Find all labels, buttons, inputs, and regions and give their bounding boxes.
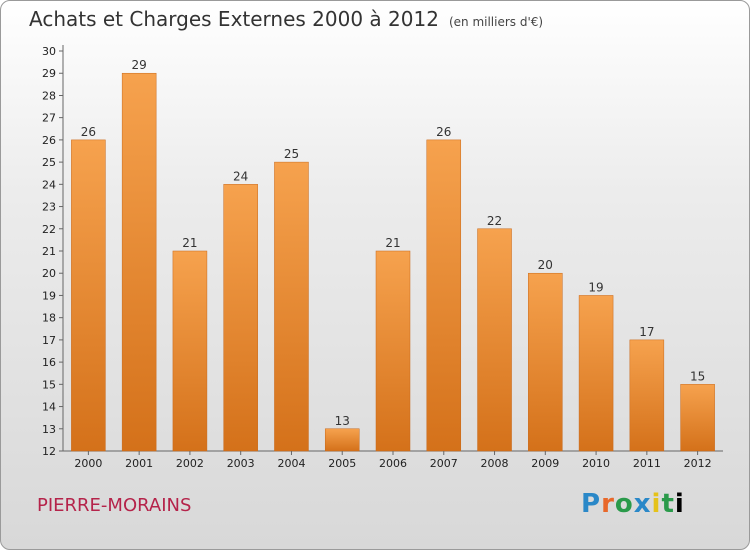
- x-axis-labels: 2000 2001 2002 2003 2004 2005 2006 2007 2008 2009…: [74, 451, 712, 470]
- y-tick-label: 26: [42, 134, 56, 147]
- x-tick-label-2005: 2005: [328, 457, 356, 470]
- chart-title-text: Achats et Charges Externes 2000 à 2012: [29, 7, 439, 31]
- bar-2000: [71, 139, 106, 452]
- data-label-2011: 17: [639, 325, 654, 339]
- y-tick-label: 28: [42, 89, 56, 102]
- y-tick-label: 16: [42, 356, 56, 369]
- data-label-2000: 26: [81, 125, 96, 139]
- y-tick-label: 30: [42, 45, 56, 58]
- data-label-2006: 21: [385, 236, 400, 250]
- x-tick-label-2007: 2007: [430, 457, 458, 470]
- bar-2009: [528, 272, 563, 452]
- y-tick-label: 18: [42, 312, 56, 325]
- x-tick-label-2002: 2002: [176, 457, 204, 470]
- bar-2010: [578, 295, 614, 452]
- y-tick-label: 24: [42, 178, 56, 191]
- y-tick-label: 19: [42, 289, 56, 302]
- data-label-2010: 19: [588, 280, 603, 294]
- bars: 26 29 21 24 25 13 21 26 22 20 19 17 15: [71, 58, 715, 452]
- data-label-2009: 20: [538, 258, 553, 272]
- data-label-2004: 25: [284, 147, 299, 161]
- y-tick-label: 20: [42, 267, 56, 280]
- bar-2008: [477, 228, 512, 452]
- x-tick-label-2008: 2008: [481, 457, 509, 470]
- bar-2007: [426, 139, 462, 452]
- y-tick-label: 17: [42, 334, 56, 347]
- x-tick-label-2006: 2006: [379, 457, 407, 470]
- bar-2002: [172, 250, 208, 452]
- data-label-2005: 13: [335, 414, 350, 428]
- x-tick-label-2003: 2003: [227, 457, 255, 470]
- y-tick-label: 29: [42, 67, 56, 80]
- data-label-2008: 22: [487, 214, 502, 228]
- bar-2003: [223, 184, 258, 452]
- y-tick-label: 22: [42, 223, 56, 236]
- x-tick-label-2001: 2001: [125, 457, 153, 470]
- y-tick-label: 23: [42, 201, 56, 214]
- x-tick-label-2000: 2000: [74, 457, 102, 470]
- x-tick-label-2004: 2004: [277, 457, 305, 470]
- chart-subtitle: (en milliers d'€): [448, 15, 544, 29]
- x-tick-label-2009: 2009: [531, 457, 559, 470]
- y-tick-label: 15: [42, 378, 56, 391]
- y-axis-ticks: 12 13 14 15 16 17 18 19 20 21 22 23 24 25 26 27 28 29 30: [42, 45, 63, 458]
- x-tick-label-2010: 2010: [582, 457, 610, 470]
- bar-2006: [375, 250, 411, 452]
- data-label-2002: 21: [182, 236, 197, 250]
- x-tick-label-2011: 2011: [633, 457, 661, 470]
- bar-2001: [121, 72, 157, 452]
- bar-2004: [274, 161, 309, 452]
- bar-2005: [324, 428, 360, 452]
- y-tick-label: 27: [42, 112, 56, 125]
- data-label-2003: 24: [233, 169, 248, 183]
- x-tick-label-2012: 2012: [684, 457, 712, 470]
- chart-title: Achats et Charges Externes 2000 à 2012 (e…: [29, 7, 543, 31]
- y-tick-label: 12: [42, 445, 56, 458]
- y-tick-label: 25: [42, 156, 56, 169]
- data-label-2012: 15: [690, 369, 705, 383]
- y-tick-label: 14: [42, 401, 56, 414]
- data-label-2001: 29: [132, 58, 147, 72]
- y-tick-label: 21: [42, 245, 56, 258]
- commune-name: PIERRE-MORAINS: [37, 495, 192, 516]
- bar-2011: [629, 339, 665, 452]
- data-label-2007: 26: [436, 125, 451, 139]
- y-tick-label: 13: [42, 423, 56, 436]
- proxiti-logo: Proxiti: [581, 489, 685, 519]
- bar-2012: [680, 384, 715, 452]
